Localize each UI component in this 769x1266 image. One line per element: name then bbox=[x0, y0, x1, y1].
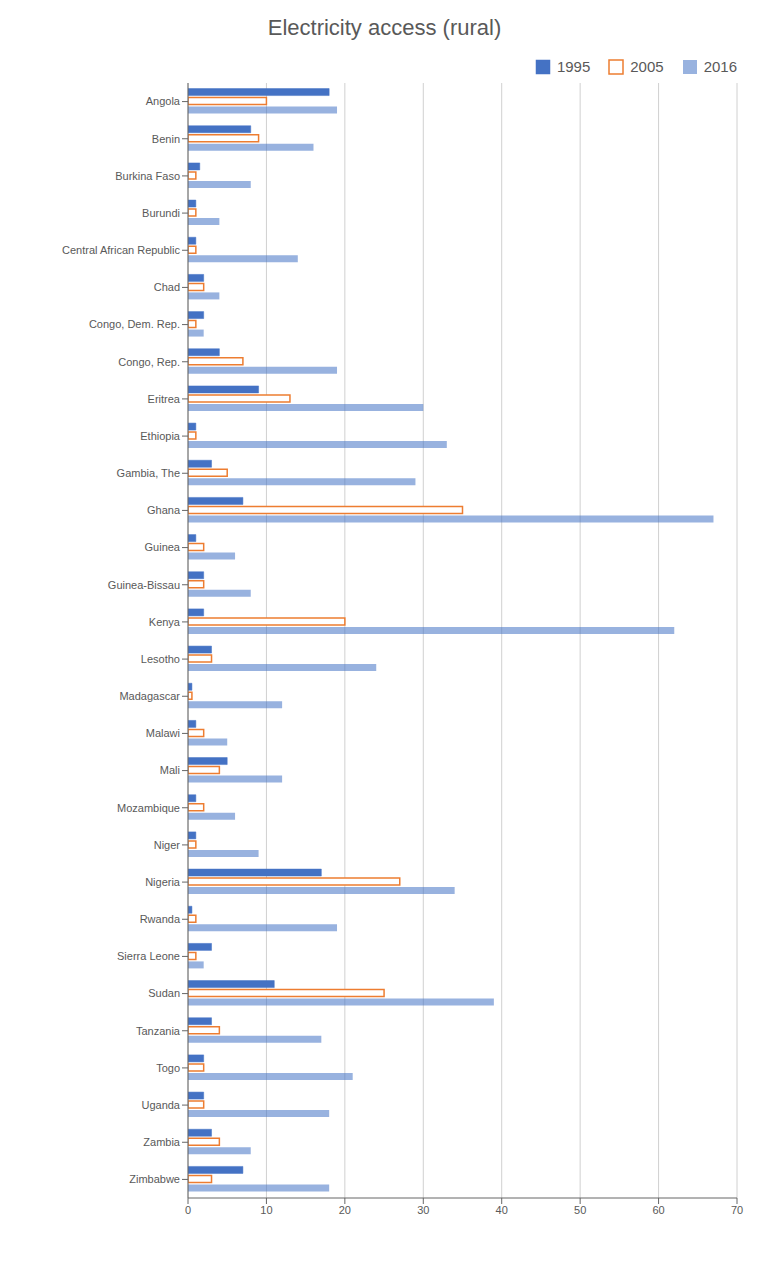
svg-text:Mozambique: Mozambique bbox=[117, 802, 180, 814]
svg-text:Ethiopia: Ethiopia bbox=[140, 430, 181, 442]
svg-text:Ghana: Ghana bbox=[147, 504, 181, 516]
svg-text:Kenya: Kenya bbox=[149, 616, 181, 628]
svg-text:Guinea-Bissau: Guinea-Bissau bbox=[108, 579, 180, 591]
html-text:Electricity access (rural): Electricity access (rural) bbox=[267, 15, 502, 40]
svg-text:Togo: Togo bbox=[156, 1062, 180, 1074]
svg-text:Sudan: Sudan bbox=[148, 987, 180, 999]
svg-text:60: 60 bbox=[652, 1204, 664, 1216]
svg-text:Angola: Angola bbox=[146, 95, 181, 107]
svg-text:Congo, Rep.: Congo, Rep. bbox=[118, 356, 180, 368]
html-text:2016: 2016 bbox=[703, 58, 737, 75]
svg-text:Chad: Chad bbox=[154, 281, 180, 293]
svg-text:Tanzania: Tanzania bbox=[136, 1025, 181, 1037]
svg-text:Central African Republic: Central African Republic bbox=[62, 244, 181, 256]
svg-text:40: 40 bbox=[496, 1204, 508, 1216]
svg-text:Uganda: Uganda bbox=[141, 1099, 180, 1111]
svg-text:Eritrea: Eritrea bbox=[148, 393, 181, 405]
svg-text:Burundi: Burundi bbox=[142, 207, 180, 219]
svg-text:Sierra Leone: Sierra Leone bbox=[117, 950, 180, 962]
svg-text:30: 30 bbox=[417, 1204, 429, 1216]
svg-text:Niger: Niger bbox=[154, 839, 181, 851]
svg-text:Congo, Dem. Rep.: Congo, Dem. Rep. bbox=[89, 318, 180, 330]
html-text:1995: 1995 bbox=[556, 58, 591, 75]
svg-text:Burkina Faso: Burkina Faso bbox=[115, 170, 180, 182]
svg-text:Nigeria: Nigeria bbox=[145, 876, 181, 888]
svg-text:10: 10 bbox=[260, 1204, 272, 1216]
svg-text:50: 50 bbox=[574, 1204, 586, 1216]
svg-text:Madagascar: Madagascar bbox=[119, 690, 180, 702]
svg-text:Rwanda: Rwanda bbox=[140, 913, 181, 925]
svg-text:Guinea: Guinea bbox=[145, 541, 181, 553]
svg-text:Benin: Benin bbox=[152, 133, 180, 145]
svg-text:Lesotho: Lesotho bbox=[141, 653, 180, 665]
svg-text:Zambia: Zambia bbox=[143, 1136, 181, 1148]
svg-text:Gambia, The: Gambia, The bbox=[117, 467, 180, 479]
svg-text:70: 70 bbox=[731, 1204, 743, 1216]
html-text:2005: 2005 bbox=[630, 58, 664, 75]
svg-text:Mali: Mali bbox=[160, 764, 180, 776]
svg-text:Zimbabwe: Zimbabwe bbox=[129, 1173, 180, 1185]
svg-text:20: 20 bbox=[339, 1204, 351, 1216]
svg-text:0: 0 bbox=[185, 1204, 191, 1216]
svg-text:Malawi: Malawi bbox=[146, 727, 180, 739]
